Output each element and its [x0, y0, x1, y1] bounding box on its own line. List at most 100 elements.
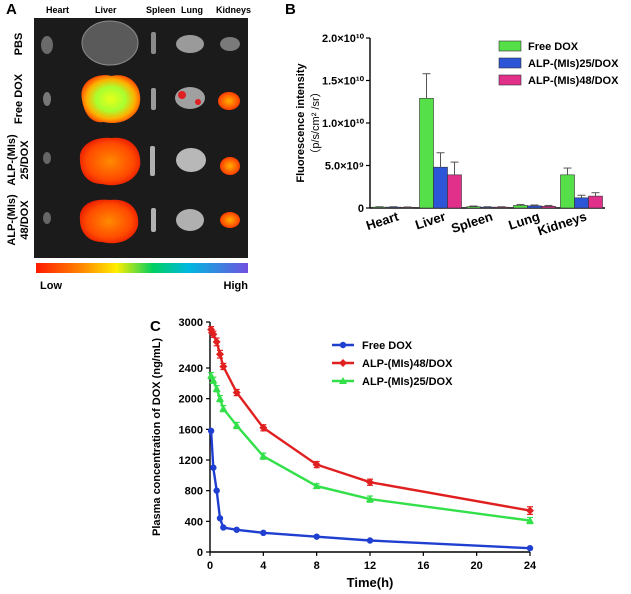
x-tick-label: 24 [524, 560, 537, 572]
data-point [216, 394, 224, 402]
data-point [312, 482, 321, 490]
data-point [313, 533, 320, 540]
data-point [209, 330, 218, 339]
legend-label: ALP-(MIs)48/DOX [362, 358, 453, 370]
data-point [366, 495, 374, 503]
group-label: ALP-(MIs)25/DOX [6, 134, 31, 186]
y-tick-label: 2400 [179, 363, 203, 375]
data-point [260, 529, 267, 537]
legend-swatch [498, 74, 522, 86]
bar [419, 98, 434, 209]
row-freedox-organs [43, 75, 240, 124]
y-tick-label: 0 [358, 203, 364, 215]
panel-a-imaging: Heart Liver Spleen Lung Kidneys PBS Free … [6, 5, 251, 292]
y-tick-label: 1.0×10¹⁰ [322, 118, 365, 130]
data-point [312, 460, 321, 469]
data-point [259, 452, 268, 460]
y-tick-label: 2000 [179, 394, 203, 406]
imaging-background [34, 18, 248, 258]
legend-label: Free DOX [528, 41, 579, 53]
bar [433, 166, 448, 209]
x-tick-label: 12 [364, 560, 376, 572]
x-tick-label: Spleen [449, 209, 494, 236]
group-label: ALP-(MIs)48/DOX [6, 194, 31, 246]
x-tick-label: 0 [207, 560, 213, 572]
data-point [526, 544, 534, 552]
x-tick-label: 8 [314, 560, 320, 572]
bar [513, 205, 528, 209]
colorbar-low-label: Low [40, 280, 62, 292]
legend-label: ALP-(MIs)25/DOX [362, 376, 453, 388]
panel-c-line-chart: 0 400 800 1200 1600 2000 2400 3000 0 4 8 12 16 20 24 Ti… [151, 317, 537, 590]
legend-marker [339, 341, 347, 349]
bar [466, 206, 481, 209]
bar [588, 195, 603, 209]
y-tick-label: 800 [185, 486, 203, 498]
data-point [212, 384, 221, 392]
organ-label: Heart [46, 5, 69, 15]
group-label: PBS [13, 33, 25, 56]
y-tick-label: 2.0×10¹⁰ [322, 33, 365, 45]
organ-label: Lung [181, 5, 203, 15]
data-point [233, 526, 240, 533]
data-point [213, 487, 220, 494]
organ-label: Spleen [146, 5, 176, 15]
panel-b-bar-chart: 0 5.0×10⁹ 1.0×10¹⁰ 1.5×10¹⁰ 2.0×10¹⁰ Fluoresc… [295, 33, 619, 239]
data-point [216, 515, 224, 522]
legend-label: Free DOX [362, 340, 413, 352]
bar [447, 174, 462, 209]
organ-label: Liver [95, 5, 117, 15]
x-axis-label: Time(h) [347, 575, 394, 590]
bar [541, 206, 556, 209]
row-alp48-organs [43, 199, 240, 244]
data-point [219, 362, 228, 371]
y-tick-label: 3000 [179, 317, 203, 329]
data-point [259, 423, 268, 432]
legend-label: ALP-(MIs)25/DOX [528, 58, 619, 70]
row-pbs-organs [41, 20, 240, 66]
legend-label: ALP-(MIs)48/DOX [528, 75, 619, 87]
organ-label: Kidneys [216, 5, 251, 15]
data-point [209, 376, 218, 384]
data-point [232, 421, 241, 429]
data-point [526, 506, 534, 515]
y-axis-label: Plasma concentration of DOX (ng/mL) [151, 338, 163, 536]
bar [480, 206, 495, 209]
colorbar-high-label: High [224, 280, 249, 292]
bar [527, 205, 542, 209]
data-point [212, 337, 221, 346]
y-tick-label: 5.0×10⁹ [325, 161, 364, 173]
series-line [210, 375, 531, 522]
y-tick-label: 1200 [179, 455, 203, 467]
colorbar [36, 263, 248, 273]
row-alp25-organs [43, 137, 240, 186]
bar [560, 174, 575, 209]
panel-label-b: B [285, 1, 296, 18]
y-tick-label: 0 [197, 547, 203, 559]
y-tick-label: 400 [185, 516, 203, 528]
y-axis-label: Fluorescence intensity （p/s/cm² /sr） [295, 63, 322, 183]
data-point [207, 427, 215, 435]
legend-swatch [498, 57, 522, 69]
panel-label-a: A [6, 1, 17, 18]
legend-marker [339, 359, 347, 367]
x-tick-label: 16 [417, 560, 429, 572]
x-tick-label: Kidneys [536, 209, 589, 239]
data-point [216, 350, 224, 359]
group-label: Free DOX [13, 73, 25, 124]
x-tick-label: 20 [471, 560, 483, 572]
bar [386, 206, 401, 209]
x-tick-label: Liver [413, 209, 447, 233]
data-point [210, 464, 217, 471]
bar [372, 206, 387, 209]
data-point [219, 404, 228, 412]
data-point [366, 478, 374, 487]
group-labels: PBS Free DOX ALP-(MIs)25/DOX ALP-(MIs)48/DO… [6, 33, 31, 246]
x-tick-label: 4 [260, 560, 267, 572]
legend-swatch [498, 40, 522, 52]
x-tick-label: Heart [364, 208, 401, 233]
y-tick-label: 1.5×10¹⁰ [322, 76, 365, 88]
bar [494, 206, 509, 209]
data-point [526, 516, 534, 524]
data-point [366, 537, 374, 544]
